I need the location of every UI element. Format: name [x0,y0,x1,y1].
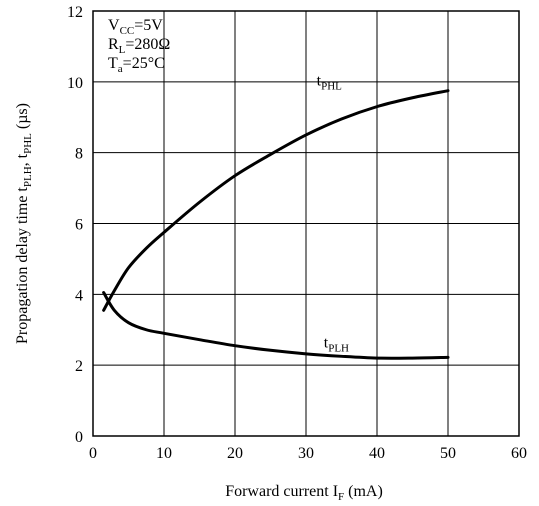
y-tick-label: 10 [67,75,83,92]
y-tick-label: 12 [67,4,83,21]
y-tick-label: 2 [75,358,83,375]
tick-labels: 0 10 20 30 40 50 60 0 2 4 6 8 10 12 [67,4,527,462]
x-axis-label: Forward current IF (mA) [225,483,383,503]
x-tick-label: 40 [369,445,385,462]
x-tick-label: 0 [89,445,97,462]
plot-frame [92,10,520,437]
y-axis-label: Propagation delay time tPLH, tPHL (µs) [14,103,34,344]
y-tick-label: 4 [75,287,83,304]
y-tick-label: 8 [75,146,83,163]
series-label-tphl: tPHL [317,72,343,92]
series-lines [102,89,450,360]
x-tick-label: 50 [440,445,456,462]
grid-lines [93,11,519,436]
condition-line: Ta=25°C [108,55,165,75]
x-tick-label: 30 [298,445,314,462]
y-tick-label: 0 [75,429,83,446]
x-tick-label: 20 [227,445,243,462]
x-tick-label: 60 [511,445,527,462]
y-tick-label: 6 [75,217,83,234]
x-tick-label: 10 [156,445,172,462]
series-labels: tPHL tPLH [317,72,349,354]
condition-line: RL=280Ω [108,36,170,56]
series-line-tplh [102,291,450,360]
series-label-tplh: tPLH [324,334,349,354]
condition-line: VCC=5V [108,17,163,37]
series-line-tphl [102,89,450,312]
